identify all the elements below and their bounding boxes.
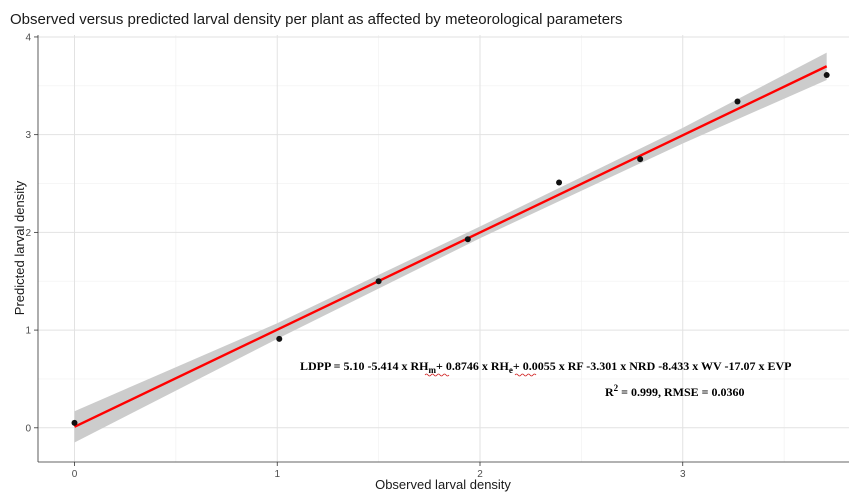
y-tick-label: 2 — [25, 228, 31, 239]
x-tick-label: 0 — [72, 469, 78, 480]
data-point — [734, 98, 741, 105]
eq-mid: + 0.8746 x — [436, 359, 491, 373]
data-point — [71, 419, 78, 426]
stat-r: R — [605, 385, 614, 399]
data-point — [556, 179, 563, 186]
y-axis-label: Predicted larval density — [12, 180, 27, 315]
data-point — [276, 335, 283, 342]
eq-rh-e-sub: e — [509, 365, 513, 375]
regression-line — [73, 65, 828, 428]
x-tick-label: 3 — [680, 469, 686, 480]
spellcheck-underline-rhm — [424, 373, 450, 377]
x-axis-ticks: 0 1 2 3 — [72, 462, 686, 480]
y-tick-label: 4 — [25, 32, 31, 43]
chart-title: Observed versus predicted larval density… — [10, 11, 623, 28]
data-point — [823, 72, 830, 79]
eq-rh-m: RH — [411, 359, 430, 373]
data-point — [375, 278, 382, 285]
eq-rh-m-sub: m — [429, 365, 437, 375]
stat-rest: = 0.999, RMSE = 0.0360 — [618, 385, 744, 399]
y-tick-label: 0 — [25, 423, 31, 434]
y-tick-label: 3 — [25, 130, 31, 141]
regression-equation: LDPP = 5.10 -5.414 x RHm+ 0.8746 x RHe+ … — [300, 359, 791, 375]
x-tick-label: 1 — [274, 469, 280, 480]
grid-lines — [38, 35, 849, 462]
x-tick-label: 2 — [477, 469, 483, 480]
data-point — [637, 156, 644, 163]
stat-r-sup: 2 — [614, 383, 619, 393]
y-axis-ticks: 0 1 2 3 4 — [25, 32, 38, 434]
eq-prefix: LDPP = 5.10 -5.414 x — [300, 359, 411, 373]
y-tick-label: 1 — [25, 326, 31, 337]
data-point — [464, 236, 471, 243]
spellcheck-underline-rhe — [514, 373, 537, 377]
eq-rh-e: RH — [491, 359, 510, 373]
fit-statistics: R2 = 0.999, RMSE = 0.0360 — [605, 383, 745, 399]
data-points — [71, 72, 830, 426]
eq-suffix: + 0.0055 x RF -3.301 x NRD -8.433 x WV -… — [513, 359, 792, 373]
x-axis-label: Observed larval density — [375, 477, 511, 492]
